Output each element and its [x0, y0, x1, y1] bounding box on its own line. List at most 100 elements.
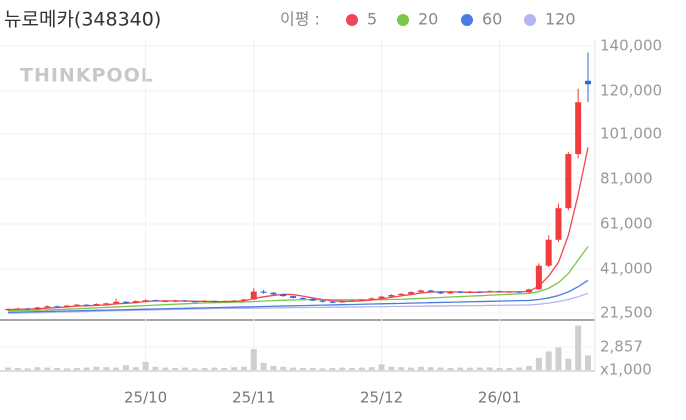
volume-bar — [181, 367, 188, 370]
volume-bar — [516, 367, 523, 370]
candle-body — [496, 291, 503, 293]
volume-bar — [398, 367, 405, 370]
volume-bar — [103, 367, 110, 370]
volume-bar — [388, 366, 395, 370]
volume-bar — [93, 366, 100, 370]
y-tick-label: 2,857 — [600, 337, 643, 355]
candle-body — [408, 292, 415, 294]
volume-bar — [152, 366, 159, 370]
volume-bar — [339, 367, 346, 370]
volume-bar — [270, 365, 277, 370]
legend-swatch — [524, 14, 536, 26]
ma-line — [7, 246, 589, 312]
volume-bar — [457, 367, 464, 370]
candle-body — [467, 291, 474, 293]
volume-bar — [211, 367, 218, 370]
candle-body — [152, 300, 159, 302]
volume-bar — [113, 367, 120, 370]
x-tick-label: 25/12 — [360, 389, 403, 407]
volume-bar — [142, 361, 149, 370]
candle-body — [506, 291, 513, 293]
candle-body — [201, 300, 208, 302]
candle-body — [516, 291, 523, 293]
candle-body — [575, 102, 582, 155]
candle-body — [181, 300, 188, 302]
volume-bar — [378, 364, 385, 370]
candle-body — [299, 297, 306, 299]
volume-bar — [476, 367, 483, 370]
legend-label: 60 — [482, 10, 502, 29]
x-tick-label: 25/10 — [124, 389, 167, 407]
volume-bar — [54, 367, 61, 370]
candle-body — [545, 239, 552, 266]
candle-body — [398, 293, 405, 296]
candle-body — [63, 305, 70, 307]
candle-body — [172, 300, 179, 302]
volume-bar — [447, 367, 454, 370]
volume-bar — [427, 367, 434, 370]
volume-bar — [506, 367, 513, 370]
watermark: THINKPOOL — [20, 65, 154, 87]
candle-body — [113, 301, 120, 304]
volume-bar — [14, 367, 21, 370]
volume-bar — [63, 368, 70, 370]
volume-bar — [280, 366, 287, 370]
volume-bar — [417, 366, 424, 370]
candle-body — [309, 298, 316, 301]
volume-bar — [555, 347, 562, 370]
volume-bar — [358, 367, 365, 370]
y-tick-label: 61,000 — [600, 214, 653, 232]
volume-bar — [260, 362, 267, 370]
y-tick-label: 140,000 — [600, 36, 662, 54]
volume-bar — [437, 367, 444, 370]
legend-swatch — [461, 14, 473, 26]
legend-swatch — [397, 14, 409, 26]
candle-body — [142, 300, 149, 302]
candle-body — [191, 301, 198, 303]
candle-body — [486, 291, 493, 293]
volume-bar — [526, 365, 533, 370]
candle-body — [83, 304, 90, 306]
candle-body — [250, 291, 257, 300]
candle-body — [447, 291, 454, 294]
volume-unit: x1,000 — [600, 361, 652, 379]
y-tick-label: 101,000 — [600, 124, 662, 142]
volume-bar — [122, 365, 129, 370]
candle-body — [457, 291, 464, 293]
candle-body — [388, 295, 395, 297]
volume-bar — [349, 367, 356, 370]
candle-body — [368, 298, 375, 300]
candle-body — [5, 308, 11, 311]
volume-bar — [132, 367, 139, 370]
candle-body — [349, 300, 356, 302]
candle-body — [231, 300, 238, 302]
candle-body — [535, 265, 542, 290]
volume-bar — [231, 367, 238, 370]
volume-bar — [408, 367, 415, 370]
candle-body — [280, 294, 287, 297]
legend-label: 이평 : — [280, 10, 320, 29]
candle-body — [132, 301, 139, 303]
candle-body — [73, 304, 80, 306]
candle-body — [162, 300, 169, 302]
volume-bar — [486, 367, 493, 370]
volume-bar — [309, 367, 316, 370]
volume-bar — [44, 367, 51, 370]
candle-body — [24, 308, 31, 310]
volume-bar — [240, 366, 247, 370]
candle-body — [526, 289, 533, 293]
volume-bar — [83, 367, 90, 370]
volume-bar — [250, 349, 257, 370]
candle-body — [427, 290, 434, 292]
candle-body — [240, 299, 247, 301]
y-tick-label: 81,000 — [600, 169, 653, 187]
candle-body — [270, 292, 277, 295]
candle-body — [34, 307, 41, 310]
legend-label: 5 — [367, 10, 377, 29]
y-tick-label: 120,000 — [600, 81, 662, 99]
candle-body — [319, 300, 326, 302]
x-tick-label: 26/01 — [478, 389, 521, 407]
volume-bar — [496, 367, 503, 370]
volume-bar — [221, 367, 228, 370]
x-tick-label: 25/11 — [232, 389, 275, 407]
